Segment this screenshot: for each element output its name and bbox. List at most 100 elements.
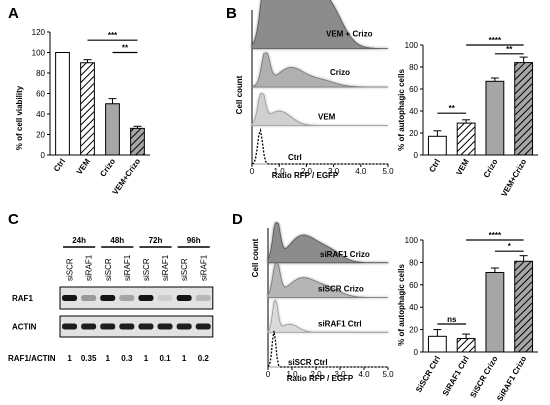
blot-band [62, 323, 78, 330]
ratio-value: 1 [182, 354, 187, 363]
y-tick-label: 80 [409, 63, 418, 72]
blot-band [62, 295, 78, 301]
histogram-x-tick-label: 1.0 [274, 167, 286, 176]
panel-c-label: C [8, 211, 19, 228]
histogram-x-tick-label: 1.0 [286, 370, 298, 379]
ratio-value: 0.2 [198, 354, 210, 363]
significance-label: **** [489, 231, 502, 240]
histogram-x-tick-label: 2.0 [310, 370, 322, 379]
blot-panel-actin [59, 315, 214, 338]
blot-band [157, 295, 173, 301]
category-label: Crizo [98, 157, 117, 179]
histogram-x-tick-label: 2.0 [301, 167, 313, 176]
panel-b-label: B [226, 5, 237, 22]
histogram-track-label: Ctrl [288, 153, 302, 162]
timepoint-label: 96h [187, 236, 201, 245]
y-tick-label: 40 [36, 110, 45, 119]
category-label: SiSCR Crizo [468, 354, 499, 399]
histogram-track-label: siSCR Ctrl [288, 358, 328, 367]
panel-b-bar-chart: % of autophagic cells 0 20 40 60 80 100 Ctrl VE… [397, 36, 538, 198]
histogram-x-tick-label: 3.0 [328, 167, 340, 176]
histogram-curve-outline [251, 93, 388, 126]
panel-b-histogram-y-label: Cell count [235, 75, 244, 114]
panel-c-western-blot: 24h 48h 72h 96h siSCR siRAF1 siSCR siRAF1 siSCR s… [8, 236, 214, 363]
y-tick-label: 120 [32, 28, 46, 37]
blot-band [176, 295, 192, 301]
blot-band [138, 323, 154, 330]
significance-label: ** [449, 104, 456, 113]
ratio-value: 0.1 [159, 354, 171, 363]
blot-row-label: ACTIN [12, 323, 37, 332]
significance-label: **** [489, 36, 502, 45]
ratio-value: 1 [144, 354, 149, 363]
significance-label: *** [108, 31, 118, 40]
y-tick-label: 100 [32, 49, 46, 58]
y-tick-label: 20 [409, 129, 418, 138]
histogram-track-label: siSCR Crizo [318, 285, 364, 294]
histogram-track-label: siRAF1 Ctrl [318, 319, 362, 328]
category-label: VEM [454, 157, 471, 177]
category-label: SiRAF1 Ctrl [441, 355, 471, 398]
y-tick-label: 60 [409, 85, 418, 94]
lane-label: siSCR [180, 258, 189, 281]
panel-a-y-axis-label: % of cell viability [15, 85, 24, 150]
blot-band [100, 295, 116, 301]
y-tick-label: 40 [409, 107, 418, 116]
y-tick-label: 20 [409, 326, 418, 335]
y-tick-label: 40 [409, 303, 418, 312]
blot-band [195, 295, 211, 301]
blot-band [119, 295, 135, 301]
bar-crizo [485, 80, 505, 156]
category-label: Crizo [482, 157, 500, 179]
panel-d-flow-histogram: Cell count Ratio RFP / EGFP 0 1.0 2.0 3.0 4.… [251, 222, 394, 383]
histogram-curve-outline [267, 263, 388, 298]
histogram-curve [267, 330, 388, 368]
bar-siscr-crizo [485, 271, 505, 353]
significance-label: * [508, 242, 512, 251]
bar-siraf1-ctrl [456, 338, 476, 353]
y-tick-label: 0 [414, 151, 419, 160]
histogram-curve-outline [267, 299, 389, 333]
bar-vem-crizo [130, 127, 145, 156]
blot-band [138, 295, 154, 301]
bar-siscr-ctrl [427, 335, 447, 353]
blot-band [81, 295, 97, 301]
histogram-curve-outline [267, 222, 389, 264]
bar-ctrl [427, 135, 447, 156]
category-label: Ctrl [427, 158, 442, 174]
y-tick-label: 0 [41, 151, 46, 160]
category-label: Ctrl [52, 157, 67, 173]
bar-vem-crizo [514, 62, 534, 156]
histogram-x-tick-label: 0 [250, 167, 255, 176]
y-tick-label: 0 [414, 348, 419, 357]
y-tick-label: 60 [36, 90, 45, 99]
lane-label: siSCR [66, 258, 75, 281]
timepoint-label: 48h [110, 236, 124, 245]
histogram-x-tick-label: 5.0 [382, 167, 394, 176]
bar-siraf1-crizo [514, 260, 534, 353]
bar-vem [456, 122, 476, 156]
histogram-track-label: siRAF1 Crizo [320, 250, 370, 259]
y-tick-label: 20 [36, 131, 45, 140]
category-label: SiRAF1 Crizo [495, 354, 528, 402]
blot-band [81, 323, 97, 330]
panel-d-label: D [232, 211, 243, 228]
panel-b-histogram-x-label: Ratio RFP / EGFP [272, 171, 339, 180]
ratio-value: 1 [106, 354, 111, 363]
histogram-track-label: Crizo [330, 68, 350, 77]
panel-a-bar-chart: % of cell viability 0 20 40 60 80 100 120 Ctrl V… [15, 28, 150, 197]
histogram-curve-outline [251, 0, 388, 49]
histogram-x-tick-label: 4.0 [355, 167, 367, 176]
histogram-x-tick-label: 0 [266, 370, 271, 379]
lane-label: siRAF1 [85, 254, 94, 281]
panel-d-y-axis-label: % of autophagic cells [397, 264, 406, 346]
y-tick-label: 80 [409, 258, 418, 267]
category-label: VEM [75, 157, 93, 177]
bar-ctrl [55, 52, 70, 156]
histogram-x-tick-label: 3.0 [334, 370, 346, 379]
panel-d-bar-chart: % of autophagic cells 0 20 40 60 80 100 SiSCR … [397, 231, 538, 403]
significance-label: ** [122, 44, 129, 53]
panel-b-y-axis-label: % of autophagic cells [397, 69, 406, 151]
lane-label: siRAF1 [123, 254, 132, 281]
